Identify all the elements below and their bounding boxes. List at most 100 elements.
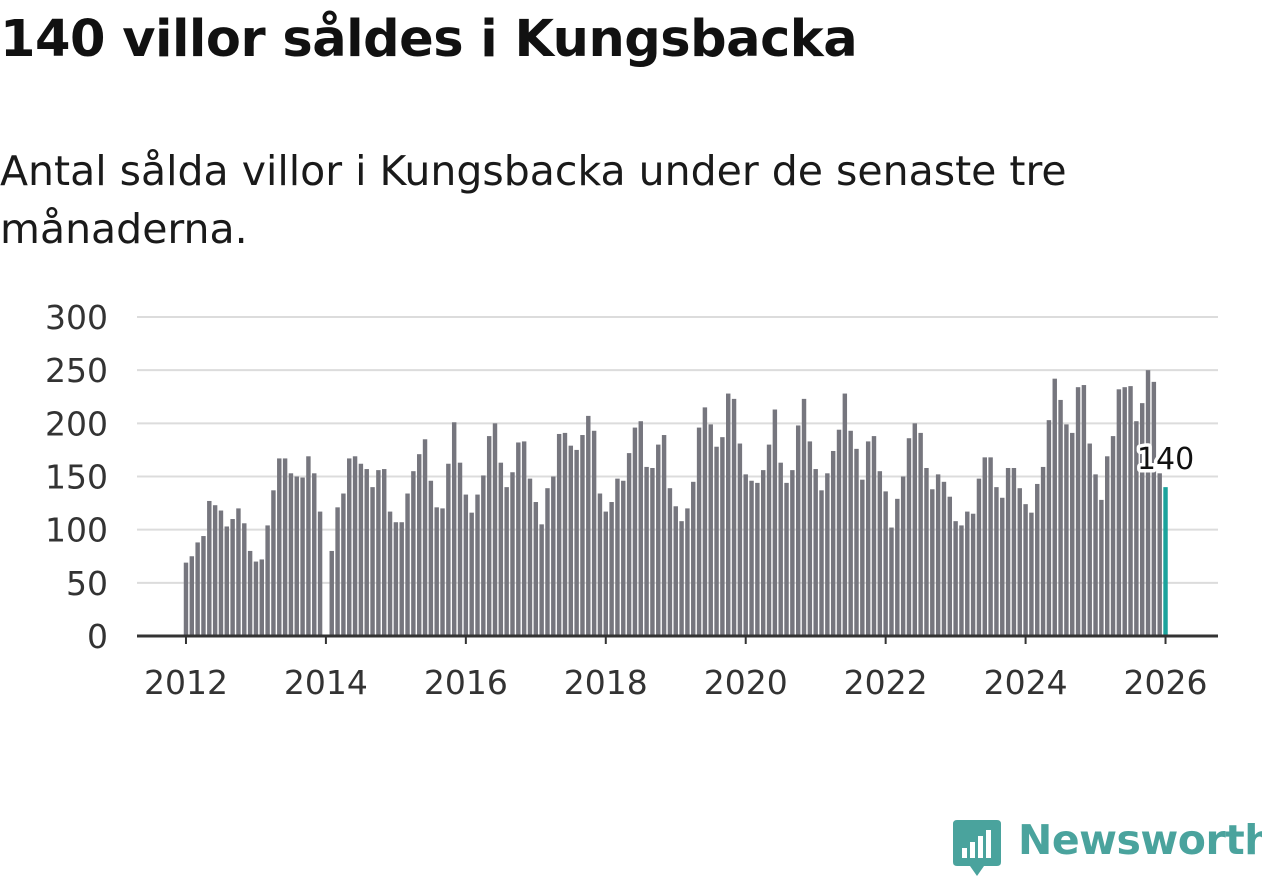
bar-chart: 0 50 100 150 200 250 300 2012 2014 2016 2018 2020 20… bbox=[45, 298, 1218, 702]
bar bbox=[609, 502, 614, 636]
bar bbox=[347, 458, 352, 636]
bar bbox=[201, 536, 206, 636]
bar bbox=[1052, 378, 1057, 636]
y-tick-label: 200 bbox=[45, 404, 108, 443]
bar bbox=[691, 481, 696, 636]
bar bbox=[778, 462, 783, 636]
x-tick-label: 2026 bbox=[1124, 663, 1208, 702]
bar bbox=[527, 478, 533, 636]
bar bbox=[982, 457, 987, 636]
bar bbox=[970, 513, 976, 636]
bar bbox=[1128, 386, 1133, 636]
bar bbox=[825, 473, 830, 636]
bar bbox=[854, 448, 859, 636]
bar bbox=[294, 476, 299, 636]
bar bbox=[1075, 387, 1081, 636]
bar bbox=[591, 430, 597, 636]
bar bbox=[481, 475, 486, 636]
bar bbox=[819, 490, 824, 636]
bar bbox=[836, 429, 842, 636]
bar bbox=[626, 453, 632, 636]
bar bbox=[638, 421, 643, 636]
bar bbox=[1110, 436, 1116, 636]
bar bbox=[994, 487, 999, 636]
bar bbox=[300, 477, 305, 636]
bar bbox=[242, 523, 247, 636]
bar bbox=[790, 470, 795, 636]
bar bbox=[259, 559, 264, 636]
bar bbox=[644, 466, 649, 636]
bar bbox=[469, 512, 474, 636]
bar bbox=[457, 462, 463, 636]
bar bbox=[1046, 420, 1052, 636]
bar bbox=[486, 436, 492, 636]
y-tick-label: 0 bbox=[87, 617, 108, 656]
bar bbox=[877, 471, 883, 636]
bar bbox=[446, 463, 451, 636]
bar bbox=[1035, 483, 1040, 636]
bar-latest bbox=[1163, 487, 1168, 636]
bar bbox=[947, 496, 953, 636]
bar bbox=[1099, 499, 1104, 636]
bar bbox=[376, 470, 381, 636]
bar bbox=[364, 469, 369, 636]
bar bbox=[959, 525, 964, 636]
bar bbox=[451, 422, 457, 636]
bar bbox=[387, 511, 393, 636]
y-tick-label: 50 bbox=[66, 564, 108, 603]
bar bbox=[562, 432, 568, 636]
bar bbox=[656, 444, 661, 636]
bar bbox=[329, 550, 334, 636]
bar bbox=[580, 435, 585, 636]
bar bbox=[265, 525, 270, 636]
bar bbox=[306, 456, 311, 636]
bar bbox=[335, 507, 340, 636]
bar bbox=[1151, 381, 1157, 636]
bar bbox=[918, 432, 923, 636]
bar bbox=[475, 494, 480, 636]
bar bbox=[253, 561, 259, 636]
chart-subtitle: Antal sålda villor i Kungsbacka under de… bbox=[0, 147, 1067, 253]
bar bbox=[533, 502, 539, 636]
bar bbox=[661, 435, 667, 636]
bar bbox=[842, 393, 848, 636]
bar bbox=[685, 508, 690, 636]
bar bbox=[568, 445, 574, 636]
bar bbox=[935, 474, 941, 636]
bar bbox=[539, 524, 544, 636]
bar bbox=[714, 446, 719, 636]
bar bbox=[772, 409, 778, 636]
bar bbox=[434, 507, 439, 636]
bar bbox=[586, 415, 591, 636]
x-tick-label: 2020 bbox=[704, 663, 788, 702]
bar bbox=[277, 458, 282, 636]
bar bbox=[813, 469, 818, 636]
bar bbox=[317, 511, 323, 636]
bar bbox=[382, 469, 387, 636]
bar bbox=[1017, 488, 1022, 636]
bar bbox=[352, 456, 358, 636]
bar bbox=[521, 441, 527, 636]
bar bbox=[708, 424, 713, 636]
bar bbox=[731, 398, 737, 636]
bar bbox=[428, 480, 434, 636]
bar bbox=[743, 474, 748, 636]
bar bbox=[545, 488, 550, 636]
bar bbox=[650, 467, 655, 636]
bar bbox=[702, 407, 708, 636]
bar bbox=[865, 441, 871, 636]
bar bbox=[556, 433, 562, 636]
bar bbox=[189, 556, 195, 636]
bar bbox=[341, 493, 346, 636]
bar bbox=[860, 479, 865, 636]
bar bbox=[1145, 370, 1151, 636]
bar bbox=[422, 439, 428, 636]
bar bbox=[207, 500, 212, 636]
bar bbox=[737, 443, 743, 636]
bar bbox=[988, 457, 993, 636]
bar bbox=[1093, 474, 1098, 636]
bar bbox=[1070, 432, 1075, 636]
bar bbox=[953, 521, 958, 636]
bar bbox=[615, 478, 620, 636]
bar bbox=[1105, 456, 1110, 636]
